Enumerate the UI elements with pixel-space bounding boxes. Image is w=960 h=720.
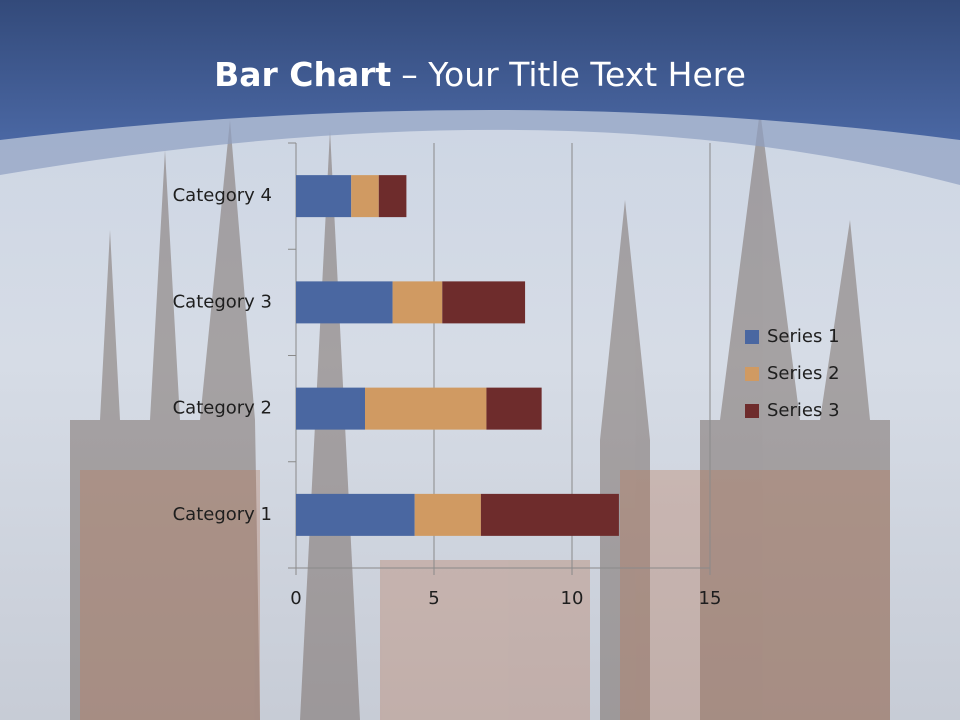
title-lead: Bar Chart: [214, 55, 391, 94]
slide-title: Bar Chart – Your Title Text Here: [214, 55, 746, 94]
x-tick-label: 10: [561, 588, 584, 609]
x-tick-label: 0: [290, 588, 301, 609]
bar-segment: [392, 281, 443, 324]
y-tick-label: Category 4: [173, 185, 272, 206]
bar-segment: [296, 175, 352, 218]
y-tick-label: Category 1: [173, 504, 272, 525]
y-tick-label: Category 3: [173, 291, 272, 312]
legend-label: Series 1: [767, 326, 840, 347]
bar-segment: [351, 175, 379, 218]
bar-segment: [414, 493, 481, 536]
plot: 0 5 10 15 Category 1 Category 2 Category 3 Cate…: [173, 142, 840, 609]
bar-segment: [486, 387, 542, 430]
bar-segment: [296, 387, 365, 430]
title-rest: – Your Title Text Here: [401, 55, 746, 94]
x-tick-label: 15: [699, 588, 722, 609]
bar-segment: [378, 175, 407, 218]
bar-segment: [296, 493, 415, 536]
bar-segment: [365, 387, 487, 430]
y-tick-label: Category 2: [173, 398, 272, 419]
bar-segment: [480, 493, 619, 536]
x-tick-label: 5: [428, 588, 439, 609]
bar-segment: [296, 281, 393, 324]
legend-label: Series 3: [767, 400, 840, 421]
bar-segment: [442, 281, 526, 324]
legend-label: Series 2: [767, 363, 840, 384]
legend-swatch: [745, 367, 759, 381]
legend-swatch: [745, 330, 759, 344]
legend-swatch: [745, 404, 759, 418]
